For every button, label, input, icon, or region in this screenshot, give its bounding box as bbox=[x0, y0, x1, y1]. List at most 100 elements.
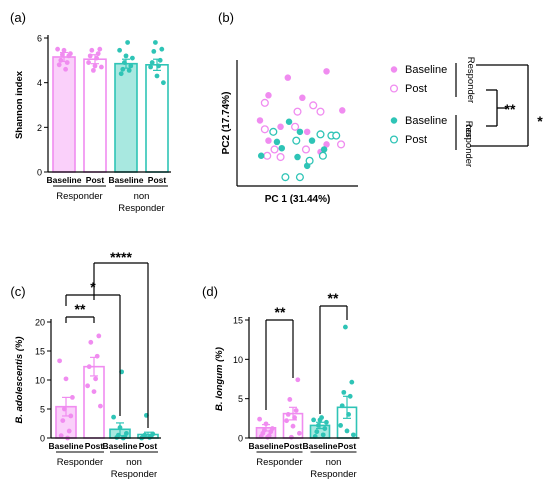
significance-label: **** bbox=[110, 249, 132, 265]
data-point bbox=[341, 389, 347, 395]
data-point bbox=[157, 57, 163, 63]
y-tick-label: 0 bbox=[238, 434, 243, 444]
data-point bbox=[117, 425, 123, 430]
legend-label: Baseline bbox=[405, 115, 447, 127]
data-point bbox=[151, 49, 157, 54]
data-point bbox=[273, 138, 281, 146]
y-tick-label: 0 bbox=[37, 168, 42, 178]
group-label: Responder bbox=[56, 191, 102, 202]
significance-label: ** bbox=[275, 304, 286, 320]
panel-label: (c) bbox=[10, 284, 25, 299]
data-point bbox=[89, 47, 95, 53]
x-tick-label: Post bbox=[85, 441, 104, 451]
data-point bbox=[128, 63, 134, 69]
data-point bbox=[161, 80, 166, 86]
data-point bbox=[94, 55, 99, 61]
data-point bbox=[156, 63, 162, 69]
y-tick-label: 4 bbox=[37, 78, 42, 88]
data-point bbox=[111, 414, 116, 420]
y-axis-label: B. adolescentis (%) bbox=[14, 336, 25, 423]
data-point bbox=[339, 403, 345, 409]
data-point bbox=[317, 417, 323, 423]
legend-marker bbox=[390, 117, 398, 124]
data-point bbox=[122, 60, 127, 65]
data-point bbox=[70, 395, 75, 400]
y-tick-label: 10 bbox=[35, 376, 45, 386]
y-axis-label: Shannon index bbox=[14, 70, 25, 139]
data-point bbox=[66, 428, 72, 434]
data-point bbox=[284, 418, 289, 424]
data-point bbox=[337, 140, 346, 149]
y-tick-label: 0 bbox=[40, 434, 45, 444]
x-tick-label: Post bbox=[139, 441, 158, 451]
data-point bbox=[58, 433, 64, 439]
data-point bbox=[323, 141, 330, 148]
data-point bbox=[285, 118, 293, 125]
data-point bbox=[292, 136, 301, 145]
legend-marker bbox=[389, 135, 399, 144]
data-point bbox=[99, 64, 104, 70]
data-point bbox=[57, 358, 62, 364]
data-point bbox=[318, 151, 327, 160]
data-point bbox=[316, 130, 325, 139]
data-point bbox=[149, 60, 155, 65]
bar bbox=[52, 56, 76, 173]
data-point bbox=[91, 67, 96, 73]
legend-label: Post bbox=[405, 83, 427, 95]
data-point bbox=[309, 101, 318, 110]
data-point bbox=[338, 423, 343, 428]
y-axis-label: B. longum (%) bbox=[214, 347, 225, 411]
data-point bbox=[260, 98, 269, 107]
data-point bbox=[347, 393, 353, 399]
data-point bbox=[269, 127, 278, 136]
x-tick-label: Baseline bbox=[109, 175, 144, 185]
data-point bbox=[324, 419, 329, 425]
data-point bbox=[323, 68, 330, 75]
x-tick-label: Baseline bbox=[249, 441, 284, 451]
data-point bbox=[305, 156, 314, 165]
data-point bbox=[60, 52, 65, 58]
data-point bbox=[260, 125, 269, 134]
data-point bbox=[294, 153, 301, 161]
data-point bbox=[55, 46, 60, 52]
data-point bbox=[66, 53, 72, 59]
data-point bbox=[301, 145, 311, 154]
y-tick-label: 5 bbox=[238, 394, 243, 404]
data-point bbox=[277, 123, 284, 131]
data-point bbox=[287, 397, 293, 402]
data-point bbox=[64, 60, 70, 65]
group-label: Responder bbox=[256, 457, 302, 468]
data-point bbox=[58, 57, 64, 63]
data-point bbox=[61, 47, 67, 53]
data-point bbox=[257, 152, 265, 160]
y-tick-label: 15 bbox=[35, 347, 45, 357]
significance-label: ** bbox=[328, 290, 339, 306]
x-tick-label: Baseline bbox=[47, 175, 82, 185]
data-point bbox=[293, 408, 299, 413]
panel-label: (b) bbox=[218, 10, 234, 25]
data-point bbox=[92, 63, 98, 69]
data-point bbox=[118, 71, 124, 77]
y-tick-label: 5 bbox=[40, 405, 45, 415]
data-point bbox=[86, 60, 91, 65]
data-point bbox=[257, 416, 262, 422]
data-point bbox=[295, 173, 304, 182]
data-point bbox=[296, 128, 304, 136]
panel-label: (d) bbox=[202, 284, 218, 299]
data-point bbox=[256, 117, 264, 124]
data-point bbox=[303, 128, 311, 136]
x-tick-label: Post bbox=[284, 441, 303, 451]
data-point bbox=[349, 379, 355, 385]
data-point bbox=[126, 67, 132, 73]
data-point bbox=[263, 421, 269, 427]
data-point bbox=[291, 122, 300, 131]
y-tick-label: 10 bbox=[233, 355, 243, 365]
bar bbox=[114, 62, 138, 173]
data-point bbox=[63, 66, 68, 72]
data-point bbox=[95, 51, 101, 57]
x-tick-label: Baseline bbox=[103, 441, 138, 451]
data-point bbox=[265, 434, 270, 440]
data-point bbox=[281, 173, 290, 182]
data-point bbox=[316, 423, 321, 428]
